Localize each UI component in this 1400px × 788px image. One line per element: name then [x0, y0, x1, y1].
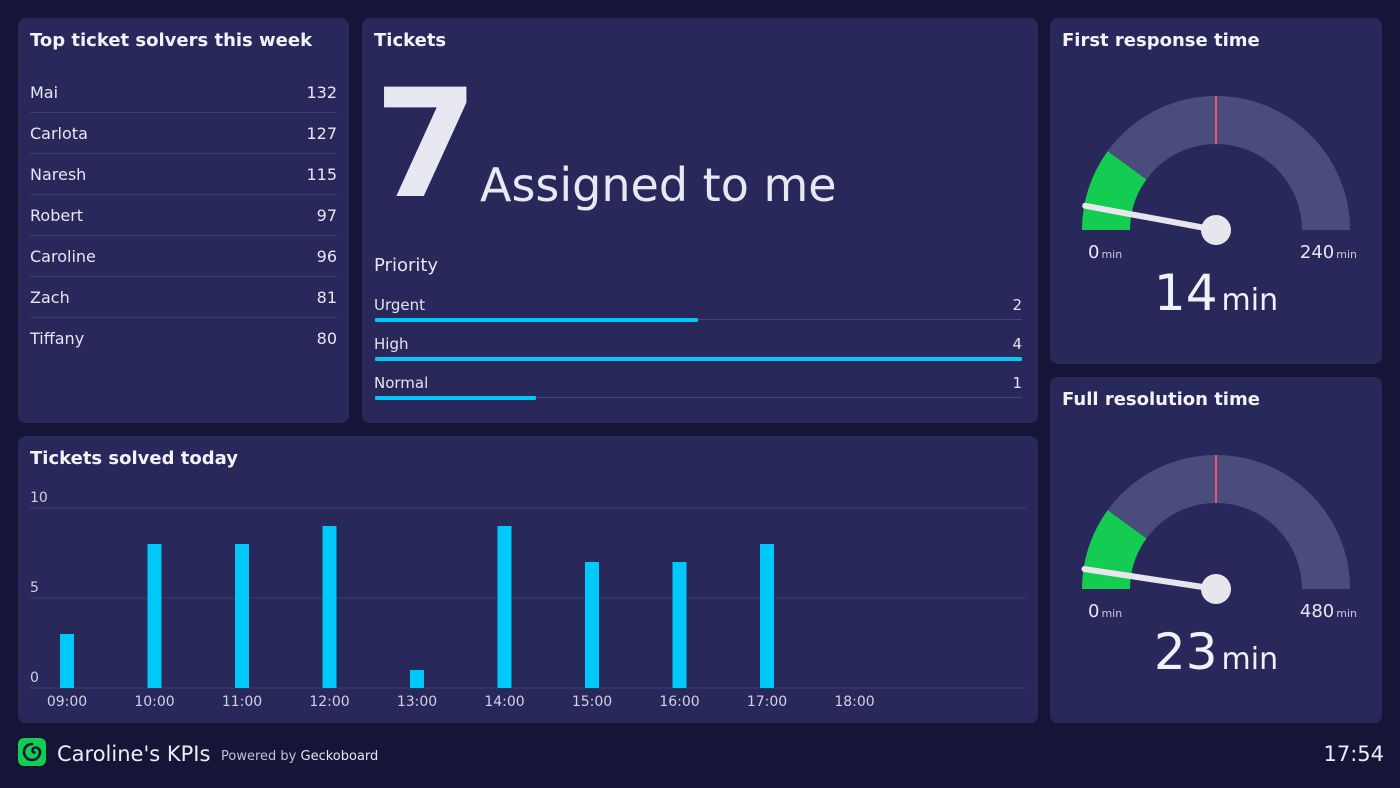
solver-count: 80: [316, 329, 337, 348]
x-tick-label: 17:00: [747, 694, 787, 710]
bar: [235, 544, 249, 688]
x-tick-label: 15:00: [572, 694, 612, 710]
solver-name: Caroline: [30, 246, 96, 266]
priority-bar: [375, 318, 698, 322]
tickets-solved-chart-panel: Tickets solved today 0 5 10 09:00 10:00 11:00…: [18, 436, 1038, 723]
priority-track: [375, 319, 1022, 320]
gauge: [1081, 455, 1350, 604]
priority-track: [375, 397, 1022, 398]
x-tick-label: 14:00: [484, 694, 524, 710]
priority-item: Normal 1: [374, 372, 1022, 411]
solver-name: Mai: [30, 82, 59, 102]
priority-label: Normal: [374, 374, 429, 392]
gauge-green-zone: [1082, 510, 1147, 590]
bar: [147, 544, 162, 688]
solver-count: 96: [316, 246, 337, 266]
leaderboard-row: Robert 97: [30, 195, 337, 236]
solver-name: Tiffany: [30, 329, 85, 348]
priority-title: Priority: [374, 255, 439, 276]
bar: [410, 670, 424, 688]
priority-bar: [375, 357, 1022, 361]
leaderboard-row: Mai 132: [30, 72, 337, 113]
x-tick-label: 10:00: [134, 694, 174, 710]
leaderboard-row: Naresh 115: [30, 154, 337, 195]
chart-title: Tickets solved today: [30, 448, 238, 469]
bar: [672, 562, 687, 688]
solver-count: 115: [306, 164, 337, 184]
powered-by: Powered by Geckoboard: [221, 749, 379, 764]
gauge-max-label: 480 min: [1299, 601, 1357, 622]
y-tick-label: 5: [30, 580, 39, 596]
y-tick-label: 10: [30, 490, 48, 506]
solver-name: Zach: [30, 287, 70, 307]
assigned-count: 7: [374, 58, 479, 232]
gauge-needle: [1081, 566, 1219, 592]
priority-value: 4: [1012, 335, 1022, 353]
priority-list: Urgent 2 High 4 Normal 1: [374, 294, 1022, 411]
priority-value: 2: [1012, 296, 1022, 314]
gauge-green-zone: [1082, 151, 1147, 231]
solver-name: Naresh: [30, 164, 87, 184]
bar: [60, 634, 74, 688]
leaderboard-row: Carlota 127: [30, 113, 337, 154]
gauge-needle: [1082, 202, 1219, 233]
priority-item: Urgent 2: [374, 294, 1022, 333]
panel-title: Top ticket solvers this week: [30, 30, 313, 51]
x-tick-label: 12:00: [309, 694, 349, 710]
x-tick-label: 18:00: [834, 694, 874, 710]
dashboard-title: Caroline's KPIs: [57, 742, 211, 766]
clock: 17:54: [1323, 742, 1384, 766]
gauge-value: 23 min: [1153, 623, 1279, 681]
leaderboard-list: Mai 132 Carlota 127 Naresh 115 Robert 97 Carolin…: [30, 72, 337, 359]
priority-bar: [375, 396, 536, 400]
bar: [497, 526, 512, 688]
gauge: [1082, 96, 1350, 245]
first-response-gauge-panel: First response time 0 min 240 min 14 min: [1050, 18, 1382, 364]
x-tick-label: 16:00: [659, 694, 699, 710]
gauge-min-label: 0 min: [1088, 601, 1123, 622]
bar: [322, 526, 337, 688]
assigned-label: Assigned to me: [480, 158, 837, 212]
leaderboard-row: Tiffany 80: [30, 318, 337, 359]
panel-title: Full resolution time: [1062, 389, 1260, 410]
solver-name: Carlota: [30, 123, 88, 143]
solver-count: 132: [306, 82, 337, 102]
leaderboard-panel: Top ticket solvers this week Mai 132 Carlo…: [18, 18, 349, 423]
solver-count: 81: [316, 287, 337, 307]
gauge-value: 14 min: [1153, 264, 1279, 322]
full-resolution-gauge-panel: Full resolution time 0 min 480 min 23 min: [1050, 377, 1382, 723]
tickets-panel: Tickets 7 Assigned to me Priority Urgent…: [362, 18, 1038, 423]
solver-count: 97: [316, 205, 337, 225]
priority-label: Urgent: [374, 296, 426, 314]
x-tick-label: 09:00: [47, 694, 87, 710]
gauge-hub: [1201, 574, 1231, 604]
solver-name: Robert: [30, 205, 84, 225]
bar: [585, 562, 599, 688]
leaderboard-row: Zach 81: [30, 277, 337, 318]
priority-value: 1: [1012, 374, 1022, 392]
panel-title: Tickets: [374, 30, 447, 51]
x-tick-label: 13:00: [397, 694, 437, 710]
priority-item: High 4: [374, 333, 1022, 372]
bar: [760, 544, 774, 688]
column-chart: 0 5 10 09:00 10:00 11:00 12:00 13:00 14:00 15:00 1…: [30, 490, 1026, 710]
priority-label: High: [374, 335, 409, 353]
y-tick-label: 0: [30, 670, 39, 686]
gauge-hub: [1201, 215, 1231, 245]
geckoboard-logo-icon: [18, 738, 46, 766]
x-tick-label: 11:00: [222, 694, 262, 710]
panel-title: First response time: [1062, 30, 1260, 51]
solver-count: 127: [306, 123, 337, 143]
leaderboard-row: Caroline 96: [30, 236, 337, 277]
gauge-max-label: 240 min: [1299, 242, 1357, 263]
gauge-min-label: 0 min: [1088, 242, 1123, 263]
